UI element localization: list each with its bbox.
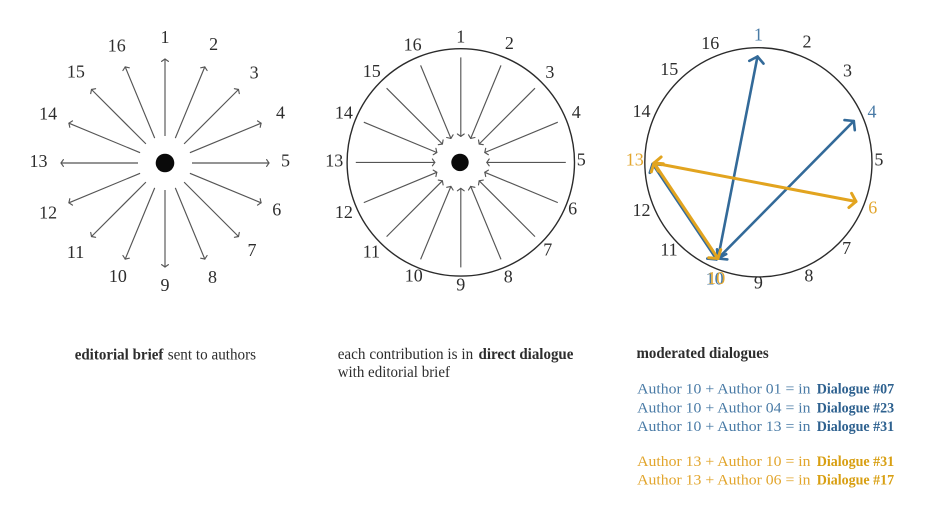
svg-text:15: 15 bbox=[67, 62, 85, 82]
svg-text:3: 3 bbox=[545, 62, 554, 82]
svg-text:4: 4 bbox=[868, 101, 877, 121]
svg-text:11: 11 bbox=[660, 240, 677, 260]
svg-text:13: 13 bbox=[325, 150, 343, 170]
svg-text:Dialogue #31: Dialogue #31 bbox=[817, 454, 895, 470]
svg-text:4: 4 bbox=[572, 102, 581, 122]
svg-text:10: 10 bbox=[706, 269, 724, 289]
svg-text:2: 2 bbox=[803, 31, 812, 51]
svg-text:12: 12 bbox=[39, 202, 57, 222]
svg-text:6: 6 bbox=[868, 197, 877, 217]
svg-text:1: 1 bbox=[456, 26, 465, 46]
svg-text:2: 2 bbox=[505, 33, 514, 53]
svg-text:7: 7 bbox=[543, 239, 552, 259]
svg-text:direct dialogue: direct dialogue bbox=[479, 346, 574, 363]
svg-text:3: 3 bbox=[843, 60, 852, 80]
svg-text:5: 5 bbox=[281, 150, 290, 170]
svg-text:9: 9 bbox=[754, 273, 763, 293]
svg-text:15: 15 bbox=[660, 59, 678, 79]
svg-text:Author 10 + Author 04 = in: Author 10 + Author 04 = in bbox=[637, 400, 811, 416]
svg-text:Author 10 + Author 01 = in: Author 10 + Author 01 = in bbox=[637, 381, 811, 397]
svg-text:9: 9 bbox=[456, 275, 465, 295]
svg-text:8: 8 bbox=[804, 266, 813, 286]
svg-text:8: 8 bbox=[208, 267, 217, 287]
svg-text:6: 6 bbox=[272, 199, 281, 219]
svg-text:with editorial brief: with editorial brief bbox=[338, 364, 451, 381]
svg-text:editorial brief: editorial brief bbox=[75, 347, 165, 364]
svg-text:Author 13 + Author 10 = in: Author 13 + Author 10 = in bbox=[637, 454, 811, 470]
svg-text:16: 16 bbox=[108, 35, 126, 55]
svg-text:2: 2 bbox=[209, 34, 218, 54]
svg-text:5: 5 bbox=[874, 149, 883, 169]
svg-text:Author 10 + Author 13 = in: Author 10 + Author 13 = in bbox=[637, 419, 811, 435]
svg-text:3: 3 bbox=[250, 63, 259, 83]
svg-text:5: 5 bbox=[577, 150, 586, 170]
svg-text:14: 14 bbox=[335, 103, 353, 123]
svg-text:14: 14 bbox=[633, 101, 651, 121]
svg-text:14: 14 bbox=[39, 103, 57, 123]
svg-text:12: 12 bbox=[335, 202, 353, 222]
svg-text:1: 1 bbox=[161, 27, 170, 47]
svg-text:6: 6 bbox=[568, 199, 577, 219]
svg-text:7: 7 bbox=[248, 240, 257, 260]
svg-text:7: 7 bbox=[842, 238, 851, 258]
svg-text:Dialogue #31: Dialogue #31 bbox=[817, 419, 895, 435]
svg-text:8: 8 bbox=[504, 266, 513, 286]
svg-text:9: 9 bbox=[161, 275, 170, 295]
svg-text:4: 4 bbox=[276, 102, 285, 122]
svg-text:16: 16 bbox=[701, 33, 719, 53]
svg-text:11: 11 bbox=[363, 241, 380, 261]
svg-text:each contribution is in: each contribution is in bbox=[338, 346, 474, 363]
svg-text:10: 10 bbox=[405, 265, 423, 285]
svg-text:sent to authors: sent to authors bbox=[168, 347, 256, 364]
svg-text:Dialogue #23: Dialogue #23 bbox=[817, 400, 895, 416]
svg-text:moderated dialogues: moderated dialogues bbox=[637, 345, 769, 362]
svg-text:10: 10 bbox=[707, 268, 725, 288]
svg-text:16: 16 bbox=[404, 35, 422, 55]
svg-text:12: 12 bbox=[633, 200, 651, 220]
svg-text:Dialogue #17: Dialogue #17 bbox=[817, 473, 895, 489]
svg-text:11: 11 bbox=[67, 242, 84, 262]
svg-text:13: 13 bbox=[30, 151, 48, 171]
svg-text:13: 13 bbox=[626, 150, 644, 170]
svg-text:Author 13 + Author 06 = in: Author 13 + Author 06 = in bbox=[637, 473, 811, 489]
svg-text:Dialogue #07: Dialogue #07 bbox=[817, 381, 895, 397]
svg-text:10: 10 bbox=[109, 266, 127, 286]
svg-text:1: 1 bbox=[754, 25, 763, 45]
svg-text:15: 15 bbox=[363, 61, 381, 81]
